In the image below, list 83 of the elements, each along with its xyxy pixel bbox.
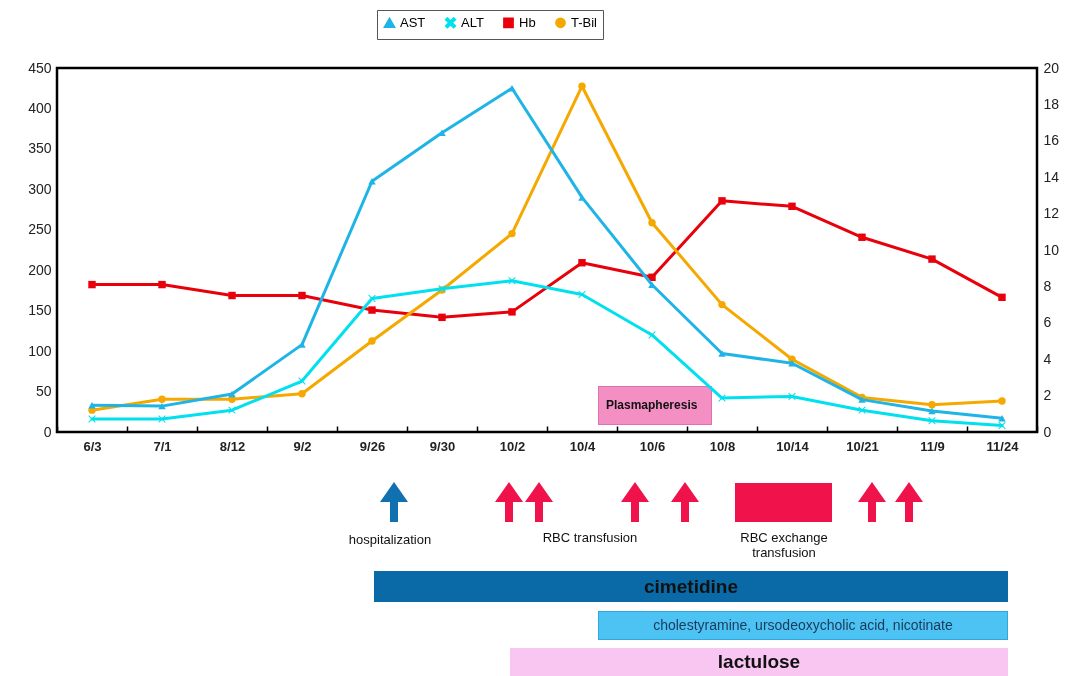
x-tick-label: 9/30 bbox=[429, 438, 456, 454]
y2-tick-label: 0 bbox=[1043, 423, 1052, 440]
point bbox=[858, 233, 866, 241]
point bbox=[228, 291, 236, 300]
y-tick-label: 350 bbox=[28, 140, 52, 157]
x-tick-label: 7/1 bbox=[153, 438, 172, 454]
point bbox=[718, 197, 726, 205]
y-tick-label: 100 bbox=[28, 342, 52, 359]
label-box: Plasmapheresis bbox=[598, 386, 712, 425]
x-tick-label: 10/4 bbox=[569, 438, 596, 454]
legend-label: AST bbox=[400, 15, 426, 31]
y2-tick-label: 18 bbox=[1043, 95, 1060, 112]
point bbox=[578, 259, 586, 267]
point bbox=[928, 416, 936, 425]
point bbox=[438, 313, 446, 322]
y2-tick-label: 16 bbox=[1043, 132, 1060, 149]
x-tick-label: 10/6 bbox=[639, 438, 666, 454]
legend-label: T-Bil bbox=[571, 14, 598, 30]
label-box: cimetidine bbox=[374, 571, 1008, 602]
y-tick-label: 450 bbox=[28, 59, 52, 76]
point bbox=[88, 402, 96, 409]
x-tick-label: 9/26 bbox=[359, 438, 386, 454]
point bbox=[368, 337, 376, 345]
y2-tick-label: 20 bbox=[1043, 59, 1060, 76]
point bbox=[648, 219, 656, 227]
annotation: Plasmapheresis bbox=[606, 397, 698, 413]
point bbox=[648, 281, 656, 288]
text: hospitalization bbox=[347, 530, 433, 549]
point bbox=[228, 390, 236, 398]
y-tick-label: 400 bbox=[28, 99, 52, 116]
point bbox=[928, 255, 936, 263]
point bbox=[578, 290, 586, 299]
point bbox=[158, 395, 166, 403]
legend-label: Hb bbox=[519, 14, 536, 30]
y2-tick-label: 10 bbox=[1043, 241, 1060, 258]
y-tick-label: 50 bbox=[35, 383, 52, 400]
y-tick-label: 250 bbox=[28, 221, 52, 238]
point bbox=[298, 291, 306, 300]
x-tick-label: 6/3 bbox=[83, 438, 102, 454]
y2-tick-label: 8 bbox=[1043, 277, 1052, 294]
x-tick-label: 9/2 bbox=[293, 438, 312, 454]
label-box: cholestyramine, ursodeoxycholic acid, nicotinate bbox=[598, 611, 1008, 640]
point bbox=[718, 350, 726, 357]
point bbox=[998, 421, 1006, 430]
x-tick-label: 11/9 bbox=[920, 438, 945, 454]
y-tick-label: 200 bbox=[28, 261, 52, 278]
y2-tick-label: 6 bbox=[1043, 314, 1052, 331]
legend-label: ALT bbox=[461, 14, 484, 30]
y-tick-label: 0 bbox=[43, 423, 52, 440]
point bbox=[158, 280, 166, 289]
point bbox=[88, 280, 96, 289]
point bbox=[788, 202, 796, 211]
point bbox=[998, 293, 1006, 302]
point bbox=[928, 401, 936, 409]
point bbox=[788, 392, 796, 401]
text: RBC transfusion bbox=[541, 528, 639, 547]
y-tick-label: 300 bbox=[28, 180, 52, 197]
x-tick-label: 10/21 bbox=[846, 438, 879, 454]
y2-tick-label: 4 bbox=[1043, 350, 1052, 367]
x-tick-label: 10/8 bbox=[709, 438, 736, 454]
point bbox=[998, 397, 1006, 405]
y-tick-label: 150 bbox=[28, 302, 52, 319]
point bbox=[508, 308, 516, 316]
point bbox=[298, 341, 306, 348]
x-tick-label: 8/12 bbox=[219, 438, 246, 454]
point bbox=[508, 229, 516, 238]
x-tick-label: 10/2 bbox=[499, 438, 526, 454]
label-box: lactulose bbox=[510, 648, 1008, 676]
y2-tick-label: 2 bbox=[1043, 387, 1052, 404]
x-tick-label: 10/14 bbox=[776, 438, 810, 454]
point bbox=[718, 300, 726, 309]
text: RBC exchange transfusion bbox=[739, 529, 829, 562]
y2-tick-label: 14 bbox=[1043, 168, 1060, 185]
point bbox=[928, 407, 936, 415]
point bbox=[578, 194, 586, 201]
point bbox=[298, 390, 306, 398]
point bbox=[368, 294, 376, 303]
y2-tick-label: 12 bbox=[1043, 205, 1060, 222]
point bbox=[578, 82, 586, 90]
point bbox=[508, 277, 516, 285]
point bbox=[368, 306, 376, 314]
x-tick-label: 11/24 bbox=[986, 438, 1020, 454]
point bbox=[648, 273, 656, 282]
